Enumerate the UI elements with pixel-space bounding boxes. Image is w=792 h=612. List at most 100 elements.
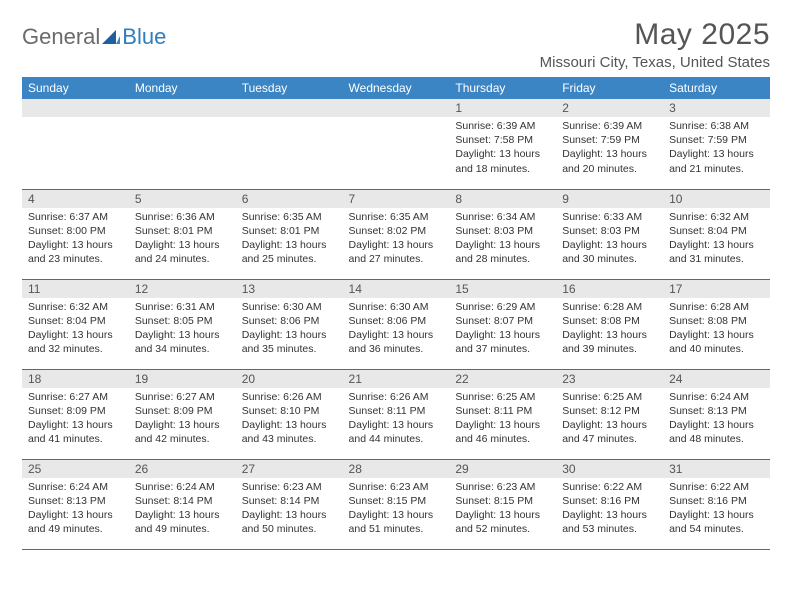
calendar-day-cell: 11Sunrise: 6:32 AMSunset: 8:04 PMDayligh… — [22, 279, 129, 369]
calendar-day-cell: 29Sunrise: 6:23 AMSunset: 8:15 PMDayligh… — [449, 459, 556, 549]
day-number: 17 — [663, 280, 770, 298]
day-number: 7 — [343, 190, 450, 208]
day-data: Sunrise: 6:22 AMSunset: 8:16 PMDaylight:… — [663, 478, 770, 541]
calendar-day-cell: 27Sunrise: 6:23 AMSunset: 8:14 PMDayligh… — [236, 459, 343, 549]
calendar-table: SundayMondayTuesdayWednesdayThursdayFrid… — [22, 77, 770, 550]
calendar-day-cell: 17Sunrise: 6:28 AMSunset: 8:08 PMDayligh… — [663, 279, 770, 369]
weekday-header: Friday — [556, 77, 663, 99]
day-data: Sunrise: 6:24 AMSunset: 8:13 PMDaylight:… — [663, 388, 770, 451]
day-number: 3 — [663, 99, 770, 117]
calendar-page: General Blue May 2025 Missouri City, Tex… — [0, 0, 792, 568]
day-number: 21 — [343, 370, 450, 388]
weekday-header: Sunday — [22, 77, 129, 99]
day-number: 22 — [449, 370, 556, 388]
calendar-day-cell: 28Sunrise: 6:23 AMSunset: 8:15 PMDayligh… — [343, 459, 450, 549]
logo-text-blue: Blue — [122, 24, 166, 50]
day-data: Sunrise: 6:22 AMSunset: 8:16 PMDaylight:… — [556, 478, 663, 541]
day-number: 25 — [22, 460, 129, 478]
day-number: 29 — [449, 460, 556, 478]
calendar-day-cell — [343, 99, 450, 189]
day-data: Sunrise: 6:23 AMSunset: 8:15 PMDaylight:… — [343, 478, 450, 541]
calendar-day-cell: 9Sunrise: 6:33 AMSunset: 8:03 PMDaylight… — [556, 189, 663, 279]
calendar-day-cell: 21Sunrise: 6:26 AMSunset: 8:11 PMDayligh… — [343, 369, 450, 459]
day-number-empty — [129, 99, 236, 117]
logo: General Blue — [22, 24, 166, 50]
calendar-day-cell: 8Sunrise: 6:34 AMSunset: 8:03 PMDaylight… — [449, 189, 556, 279]
day-data-empty — [129, 117, 236, 177]
day-number-empty — [236, 99, 343, 117]
day-data: Sunrise: 6:30 AMSunset: 8:06 PMDaylight:… — [343, 298, 450, 361]
calendar-day-cell: 12Sunrise: 6:31 AMSunset: 8:05 PMDayligh… — [129, 279, 236, 369]
header: General Blue May 2025 Missouri City, Tex… — [22, 18, 770, 71]
calendar-day-cell: 31Sunrise: 6:22 AMSunset: 8:16 PMDayligh… — [663, 459, 770, 549]
day-data: Sunrise: 6:27 AMSunset: 8:09 PMDaylight:… — [22, 388, 129, 451]
day-number: 14 — [343, 280, 450, 298]
logo-text-general: General — [22, 24, 100, 50]
day-data-empty — [236, 117, 343, 177]
calendar-day-cell: 26Sunrise: 6:24 AMSunset: 8:14 PMDayligh… — [129, 459, 236, 549]
day-number: 10 — [663, 190, 770, 208]
calendar-day-cell — [236, 99, 343, 189]
calendar-day-cell: 20Sunrise: 6:26 AMSunset: 8:10 PMDayligh… — [236, 369, 343, 459]
day-data: Sunrise: 6:30 AMSunset: 8:06 PMDaylight:… — [236, 298, 343, 361]
day-data: Sunrise: 6:32 AMSunset: 8:04 PMDaylight:… — [663, 208, 770, 271]
calendar-week-row: 1Sunrise: 6:39 AMSunset: 7:58 PMDaylight… — [22, 99, 770, 189]
day-data-empty — [22, 117, 129, 177]
day-number: 12 — [129, 280, 236, 298]
day-number: 31 — [663, 460, 770, 478]
calendar-day-cell: 7Sunrise: 6:35 AMSunset: 8:02 PMDaylight… — [343, 189, 450, 279]
calendar-day-cell — [22, 99, 129, 189]
day-number: 30 — [556, 460, 663, 478]
calendar-day-cell: 5Sunrise: 6:36 AMSunset: 8:01 PMDaylight… — [129, 189, 236, 279]
day-number: 2 — [556, 99, 663, 117]
day-data: Sunrise: 6:26 AMSunset: 8:11 PMDaylight:… — [343, 388, 450, 451]
calendar-day-cell: 18Sunrise: 6:27 AMSunset: 8:09 PMDayligh… — [22, 369, 129, 459]
day-data: Sunrise: 6:23 AMSunset: 8:15 PMDaylight:… — [449, 478, 556, 541]
weekday-header: Saturday — [663, 77, 770, 99]
day-data: Sunrise: 6:24 AMSunset: 8:14 PMDaylight:… — [129, 478, 236, 541]
calendar-day-cell: 16Sunrise: 6:28 AMSunset: 8:08 PMDayligh… — [556, 279, 663, 369]
day-data: Sunrise: 6:26 AMSunset: 8:10 PMDaylight:… — [236, 388, 343, 451]
weekday-header: Monday — [129, 77, 236, 99]
day-number: 5 — [129, 190, 236, 208]
day-data: Sunrise: 6:34 AMSunset: 8:03 PMDaylight:… — [449, 208, 556, 271]
day-data: Sunrise: 6:37 AMSunset: 8:00 PMDaylight:… — [22, 208, 129, 271]
day-data: Sunrise: 6:24 AMSunset: 8:13 PMDaylight:… — [22, 478, 129, 541]
day-number: 9 — [556, 190, 663, 208]
calendar-day-cell: 30Sunrise: 6:22 AMSunset: 8:16 PMDayligh… — [556, 459, 663, 549]
day-number-empty — [22, 99, 129, 117]
calendar-day-cell: 23Sunrise: 6:25 AMSunset: 8:12 PMDayligh… — [556, 369, 663, 459]
day-number: 28 — [343, 460, 450, 478]
day-number: 4 — [22, 190, 129, 208]
day-data: Sunrise: 6:33 AMSunset: 8:03 PMDaylight:… — [556, 208, 663, 271]
calendar-day-cell: 6Sunrise: 6:35 AMSunset: 8:01 PMDaylight… — [236, 189, 343, 279]
calendar-day-cell: 22Sunrise: 6:25 AMSunset: 8:11 PMDayligh… — [449, 369, 556, 459]
calendar-week-row: 25Sunrise: 6:24 AMSunset: 8:13 PMDayligh… — [22, 459, 770, 549]
calendar-day-cell: 25Sunrise: 6:24 AMSunset: 8:13 PMDayligh… — [22, 459, 129, 549]
day-number: 27 — [236, 460, 343, 478]
calendar-day-cell — [129, 99, 236, 189]
day-data: Sunrise: 6:31 AMSunset: 8:05 PMDaylight:… — [129, 298, 236, 361]
calendar-day-cell: 1Sunrise: 6:39 AMSunset: 7:58 PMDaylight… — [449, 99, 556, 189]
day-data: Sunrise: 6:38 AMSunset: 7:59 PMDaylight:… — [663, 117, 770, 180]
day-data: Sunrise: 6:39 AMSunset: 7:59 PMDaylight:… — [556, 117, 663, 180]
day-data: Sunrise: 6:35 AMSunset: 8:02 PMDaylight:… — [343, 208, 450, 271]
calendar-week-row: 11Sunrise: 6:32 AMSunset: 8:04 PMDayligh… — [22, 279, 770, 369]
logo-sail-icon — [102, 30, 120, 44]
day-number: 18 — [22, 370, 129, 388]
day-data: Sunrise: 6:23 AMSunset: 8:14 PMDaylight:… — [236, 478, 343, 541]
day-number: 11 — [22, 280, 129, 298]
calendar-day-cell: 3Sunrise: 6:38 AMSunset: 7:59 PMDaylight… — [663, 99, 770, 189]
calendar-day-cell: 2Sunrise: 6:39 AMSunset: 7:59 PMDaylight… — [556, 99, 663, 189]
day-number: 20 — [236, 370, 343, 388]
calendar-day-cell: 24Sunrise: 6:24 AMSunset: 8:13 PMDayligh… — [663, 369, 770, 459]
weekday-header: Wednesday — [343, 77, 450, 99]
day-data: Sunrise: 6:25 AMSunset: 8:11 PMDaylight:… — [449, 388, 556, 451]
day-number: 13 — [236, 280, 343, 298]
day-number: 26 — [129, 460, 236, 478]
day-data: Sunrise: 6:28 AMSunset: 8:08 PMDaylight:… — [663, 298, 770, 361]
day-data: Sunrise: 6:25 AMSunset: 8:12 PMDaylight:… — [556, 388, 663, 451]
day-number: 19 — [129, 370, 236, 388]
calendar-day-cell: 14Sunrise: 6:30 AMSunset: 8:06 PMDayligh… — [343, 279, 450, 369]
day-data: Sunrise: 6:35 AMSunset: 8:01 PMDaylight:… — [236, 208, 343, 271]
